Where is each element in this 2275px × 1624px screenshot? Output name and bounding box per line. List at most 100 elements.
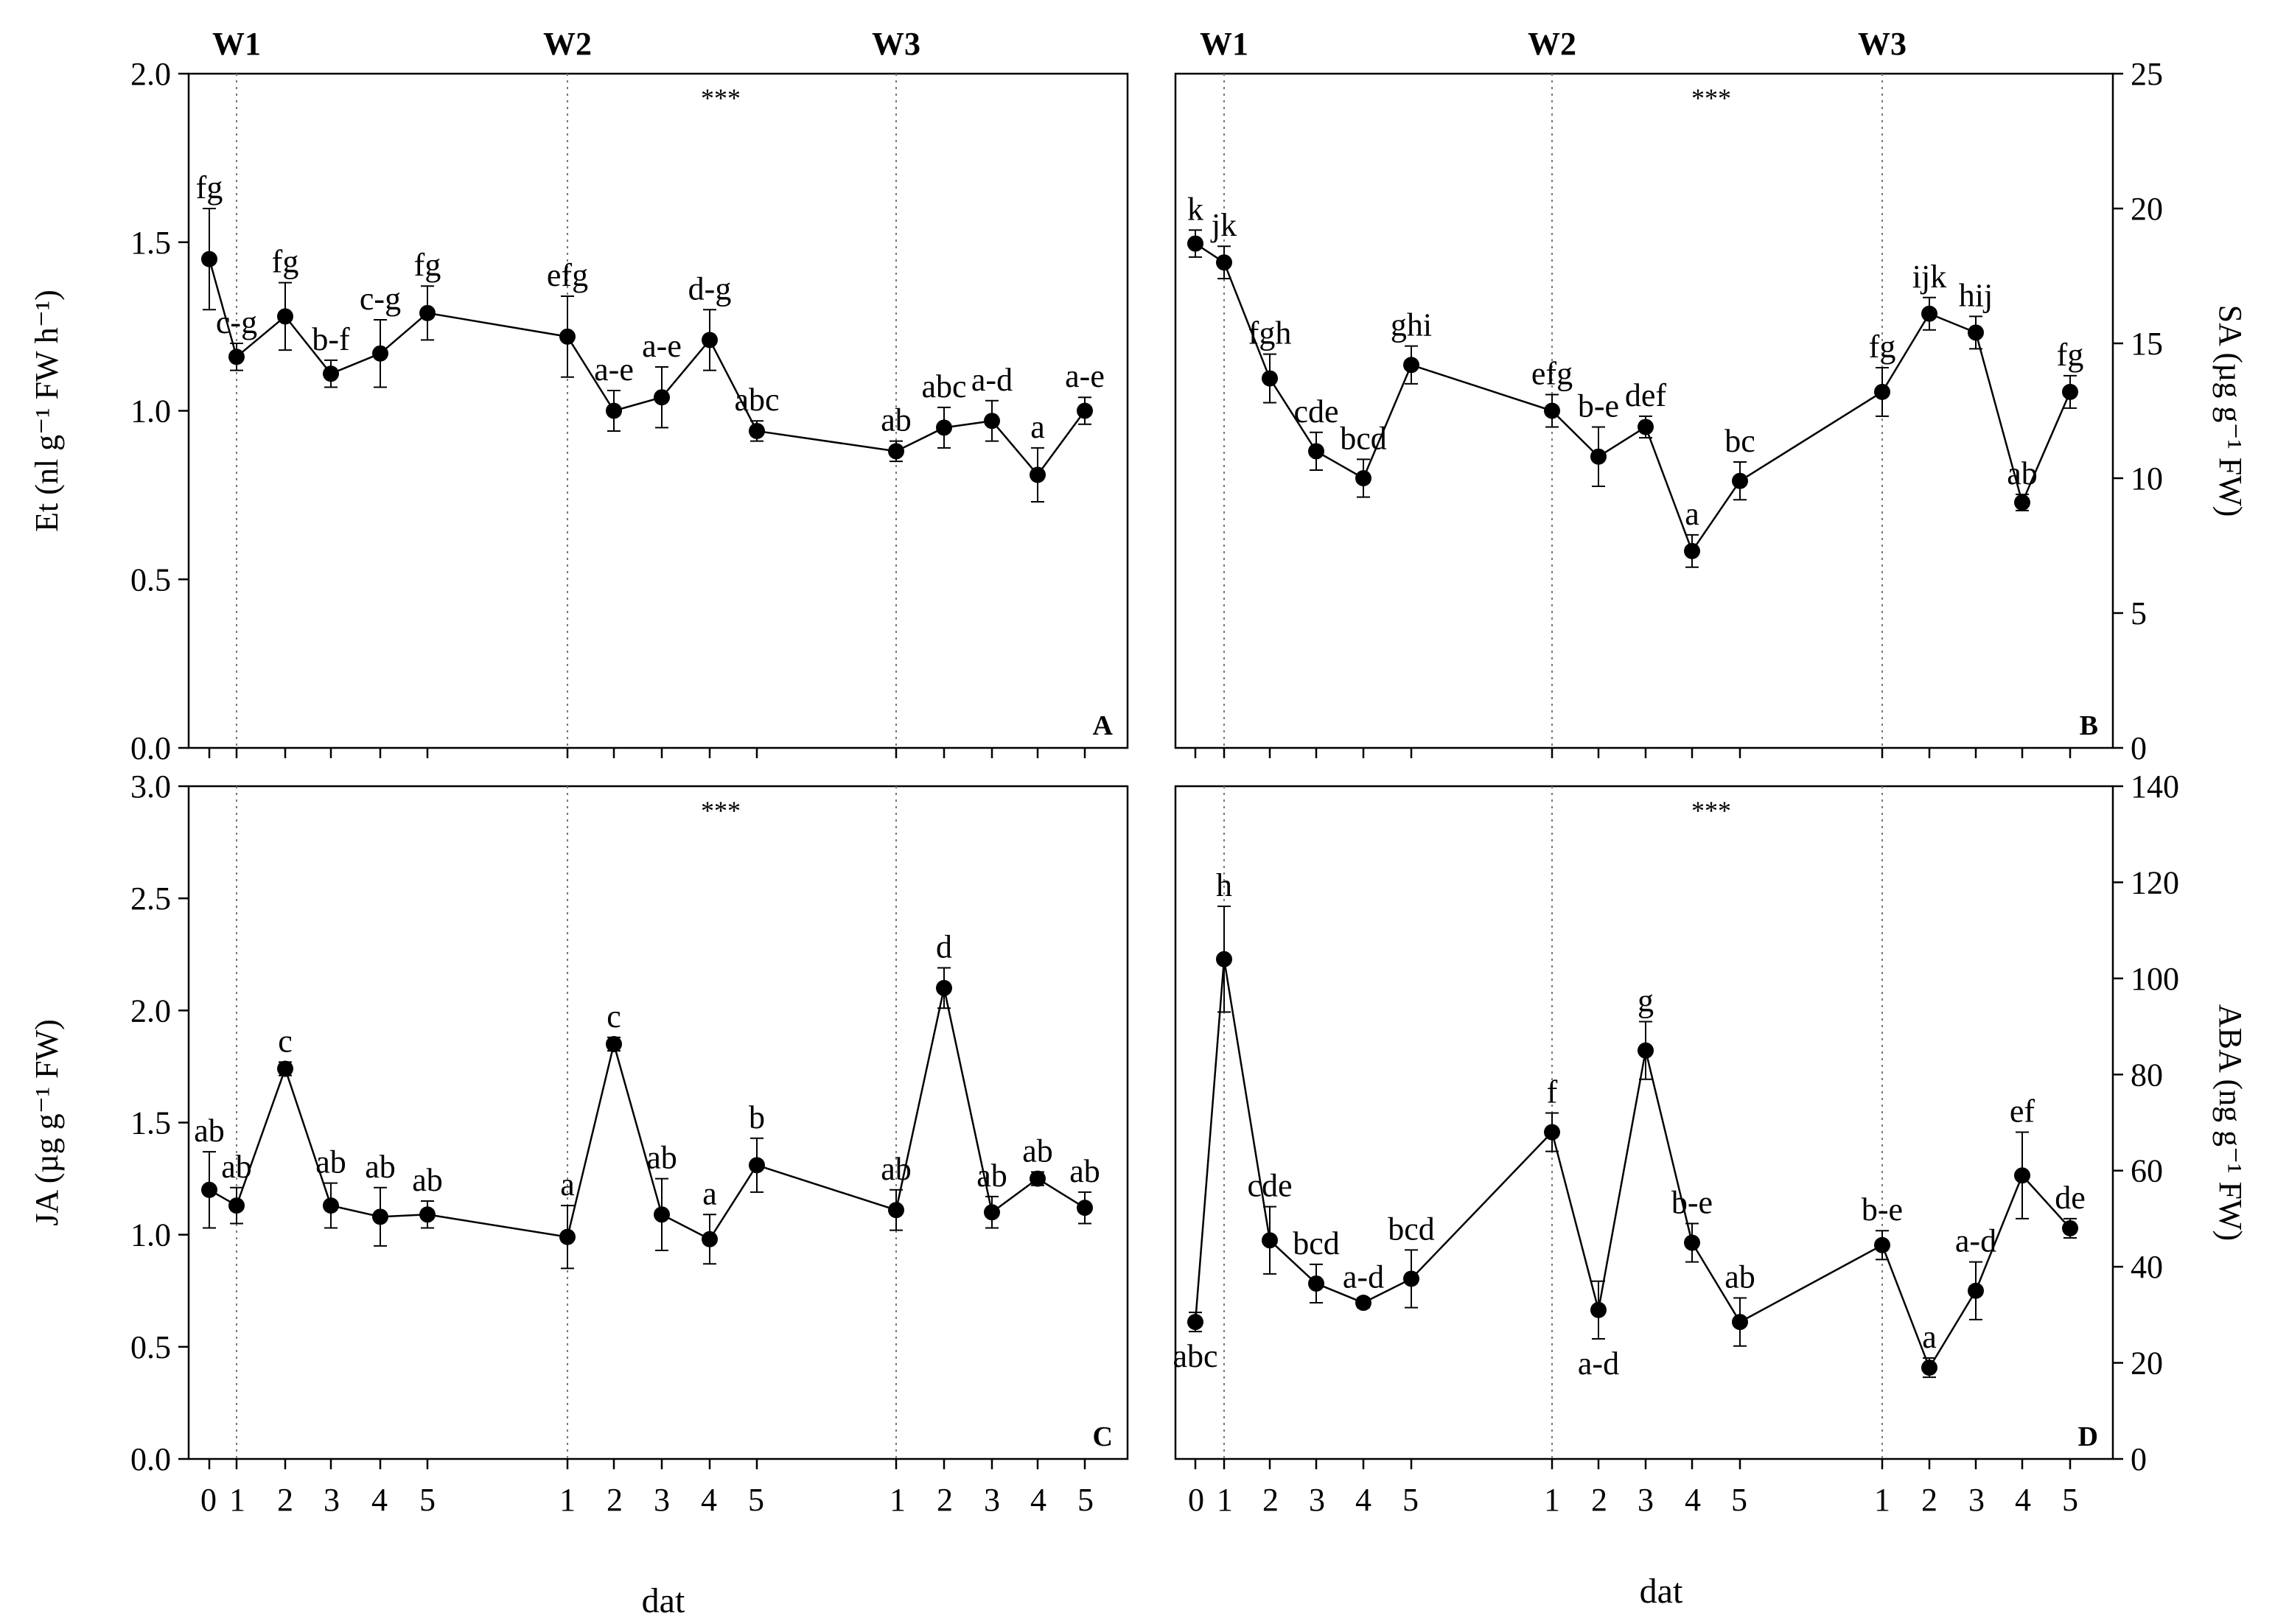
y-tick-label: 2.0: [130, 993, 171, 1029]
y-tick-label: 2.0: [130, 56, 171, 92]
x-tick-label: 1: [229, 1482, 245, 1518]
series-line-segment: [1597, 1050, 1647, 1311]
significance-letter: b-e: [1578, 388, 1619, 424]
series-line-segment: [708, 1164, 758, 1240]
data-point: [1921, 1359, 1937, 1376]
series-line-segment: [1928, 1290, 1977, 1368]
series-line-segment: [380, 312, 428, 354]
series-line-segment: [566, 1043, 615, 1238]
data-point: [1921, 305, 1937, 322]
x-tick-label: 3: [1309, 1482, 1325, 1518]
series-line-segment: [2021, 1175, 2071, 1229]
significance-letter: fg: [2057, 337, 2084, 373]
significance-letter: ab: [1724, 1259, 1755, 1295]
data-point: [228, 1197, 245, 1214]
data-point: [1262, 370, 1278, 387]
significance-letter: a: [702, 1175, 717, 1211]
y-tick-label: 140: [2131, 769, 2179, 805]
significance-letter: c-g: [360, 281, 401, 317]
significance-letter: ab: [194, 1113, 225, 1149]
significance-letter: b: [749, 1099, 765, 1135]
series-line-segment: [1269, 1239, 1317, 1284]
data-point: [936, 979, 952, 996]
series-line-segment: [1691, 1242, 1741, 1323]
significance-marker: ***: [1691, 83, 1731, 113]
x-tick-label: 2: [607, 1482, 623, 1518]
significance-letter: c: [278, 1023, 293, 1059]
panel-c: *** C 0.0 0.5 1.0 1.5 2.0 2.5 3.0 JA (µg g⁻¹ FW) a…: [29, 769, 1129, 1477]
series-line-segment: [756, 430, 897, 452]
significance-letter: fg: [414, 247, 441, 283]
series-line-segment: [330, 352, 381, 375]
data-point: [1355, 1295, 1371, 1312]
significance-letter: ef: [2010, 1093, 2035, 1130]
series-line-segment: [1194, 959, 1226, 1323]
significance-letter: fg: [272, 244, 299, 280]
significance-letter: bcd: [1293, 1225, 1340, 1261]
data-point: [984, 1204, 1000, 1221]
data-point: [1544, 402, 1560, 419]
significance-letter: bcd: [1388, 1211, 1435, 1247]
x-tick-label: 1: [1217, 1482, 1233, 1518]
data-point: [2062, 383, 2078, 400]
significance-letter: b-e: [1862, 1191, 1903, 1228]
significance-letter: ab: [881, 1151, 912, 1187]
significance-letter: jk: [1210, 207, 1237, 243]
phase-label: W1: [212, 26, 261, 62]
x-tick-label: 5: [1402, 1482, 1419, 1518]
x-tick-label: 5: [1731, 1482, 1747, 1518]
series-line-segment: [284, 1068, 332, 1206]
y-tick-label: 20: [2131, 191, 2163, 227]
data-point: [1403, 1270, 1419, 1287]
significance-letter: d: [936, 929, 952, 965]
series-line-segment: [1644, 1050, 1694, 1243]
significance-letter: a-d: [1578, 1345, 1619, 1382]
data-point: [1968, 324, 1984, 341]
significance-marker: ***: [701, 83, 741, 113]
significance-letter: g: [1638, 983, 1654, 1019]
series-line-segment: [1315, 450, 1364, 480]
data-point: [1262, 1232, 1278, 1249]
series-line-segment: [1691, 480, 1741, 552]
significance-letter: a-e: [642, 328, 682, 364]
significance-letter: ab: [646, 1140, 677, 1176]
x-tick-label: 1: [1544, 1482, 1560, 1518]
data-point: [1030, 1170, 1046, 1187]
series-line-segment: [1644, 427, 1694, 552]
panel-letter: A: [1093, 710, 1114, 741]
series-line-segment: [1315, 1282, 1364, 1304]
data-point: [1684, 1234, 1700, 1251]
data-point: [277, 308, 293, 325]
data-point: [1638, 419, 1654, 435]
significance-letter: ab: [1022, 1133, 1053, 1169]
significance-letter: ab: [881, 402, 912, 438]
significance-letter: hij: [1959, 277, 1993, 313]
series-line-segment: [1881, 313, 1931, 393]
series-line-segment: [208, 259, 238, 357]
series-line-segment: [1551, 410, 1599, 458]
data-point: [888, 443, 904, 460]
x-tick-label: 5: [419, 1482, 436, 1518]
y-tick-label: 10: [2131, 461, 2163, 497]
phase-label: W2: [1528, 26, 1576, 62]
significance-letter: f: [1547, 1074, 1558, 1110]
x-tick-label: 3: [324, 1482, 340, 1518]
data-point: [1187, 235, 1203, 252]
y-tick-label: 1.5: [130, 1105, 171, 1141]
phase-label: W3: [1858, 26, 1907, 62]
significance-letter: bc: [1724, 423, 1755, 459]
data-point: [702, 1231, 718, 1247]
series-line-segment: [1881, 1245, 1931, 1368]
data-point: [1030, 466, 1046, 483]
data-point: [1216, 254, 1232, 271]
y-axis-title: JA (µg g⁻¹ FW): [29, 1019, 65, 1226]
significance-letter: fg: [1869, 329, 1896, 365]
series-line-segment: [613, 396, 663, 412]
significance-letter: a-d: [1343, 1259, 1384, 1295]
data-point: [654, 389, 670, 406]
data-point: [888, 1202, 904, 1219]
data-point: [606, 1035, 622, 1052]
y-tick-label: 25: [2131, 56, 2163, 92]
